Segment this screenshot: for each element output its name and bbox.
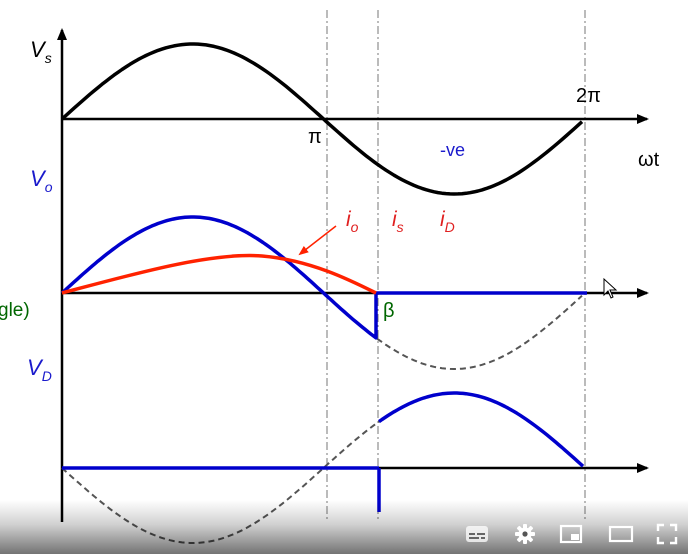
fullscreen-icon [656, 523, 678, 545]
vd-label: VD [27, 355, 52, 384]
angle-fragment-label: gle) [0, 300, 30, 321]
omega-t-label: ωt [638, 149, 660, 171]
io-pointer-arrow [298, 225, 337, 256]
fullscreen-button[interactable] [652, 520, 682, 548]
io-label: io [346, 208, 359, 235]
player-controls-bar [0, 500, 688, 554]
negative-half-label: -ve [440, 140, 465, 160]
vo-label: Vo [30, 166, 53, 195]
theater-mode-button[interactable] [606, 520, 636, 548]
vs-label: Vs [30, 37, 52, 66]
diode-voltage-wave [377, 391, 585, 468]
miniplayer-icon [559, 524, 583, 544]
beta-label: β [383, 300, 395, 322]
settings-icon [515, 524, 535, 544]
mouse-cursor-icon [603, 277, 618, 299]
is-label: is [392, 208, 404, 235]
theater-icon [608, 525, 634, 543]
pi-label: π [308, 126, 322, 148]
subtitles-icon [466, 526, 488, 542]
two-pi-label: 2π [576, 85, 601, 107]
subtitles-button[interactable] [462, 520, 492, 548]
output-voltage-wave [60, 215, 378, 340]
source-voltage-wave [60, 42, 584, 196]
output-current-wave [61, 253, 377, 295]
miniplayer-button[interactable] [556, 520, 586, 548]
id-label: iD [440, 208, 455, 235]
settings-button[interactable] [510, 520, 540, 548]
